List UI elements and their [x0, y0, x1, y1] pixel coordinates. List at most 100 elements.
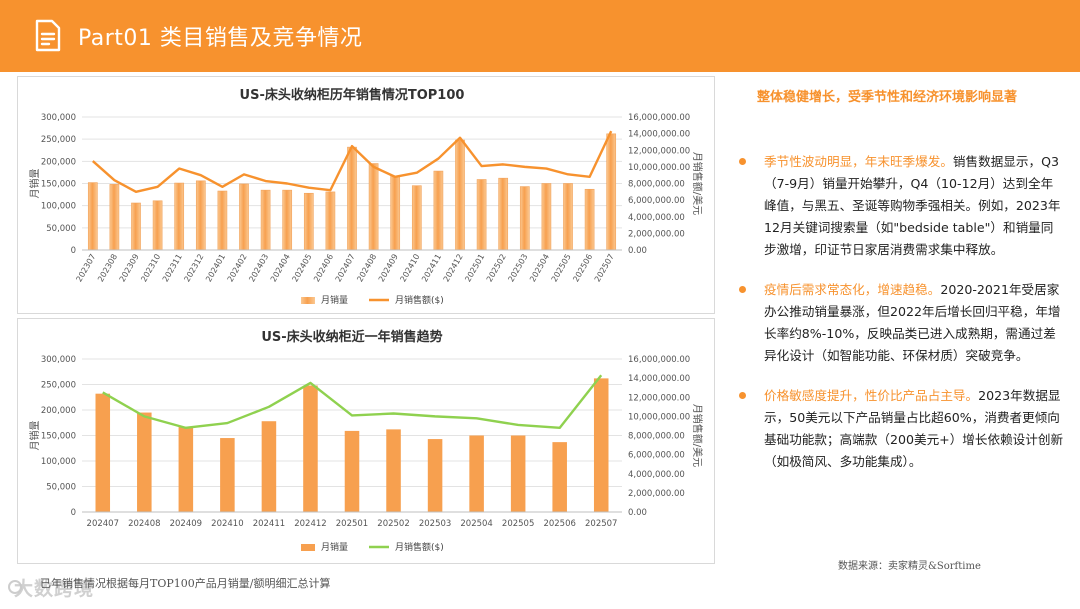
- x-tick-label: 202407: [87, 519, 119, 529]
- bar: [131, 202, 141, 251]
- x-tick-label: 202504: [528, 253, 551, 284]
- y-tick-label: 250,000: [41, 135, 76, 145]
- bar: [109, 184, 120, 251]
- bar: [541, 183, 552, 251]
- y-tick-label: 250,000: [41, 381, 76, 391]
- x-tick-label: 202309: [118, 253, 141, 284]
- y2-tick-label: 0.00: [628, 246, 647, 256]
- x-tick-label: 202406: [312, 253, 335, 284]
- x-tick-label: 202411: [420, 253, 443, 284]
- watermark-logo-icon: [8, 580, 22, 594]
- bullet-text: 销售数据显示，Q3（7-9月）销量开始攀升，Q4（10-12月）达到全年峰值，与…: [764, 154, 1061, 257]
- y2-tick-label: 6,000,000.00: [628, 451, 685, 461]
- bar: [563, 183, 573, 251]
- bar: [455, 139, 465, 251]
- footnote: 已年销售情况根据每月TOP100产品月销量/额明细汇总计算: [40, 577, 331, 590]
- y2-tick-label: 12,000,000.00: [628, 146, 690, 156]
- bullet-text: 2023年数据显示，50美元以下产品销量占比超60%，消费者更倾向基础功能款；高…: [764, 388, 1064, 469]
- bar: [174, 182, 185, 251]
- y2-axis-label: 月销售额/美元: [691, 404, 704, 467]
- bullet-highlight: 价格敏感度提升，性价比产品占主导。: [764, 388, 979, 403]
- bar: [152, 200, 163, 251]
- bar: [137, 412, 152, 512]
- chart-title: US-床头收纳柜近一年销售趋势: [261, 329, 442, 345]
- bar: [217, 190, 228, 251]
- y-tick-label: 300,000: [41, 355, 76, 365]
- x-tick-label: 202506: [543, 519, 575, 529]
- y-axis-label: 月销量: [28, 169, 41, 199]
- x-tick-label: 202401: [204, 253, 227, 284]
- x-tick-label: 202503: [506, 253, 529, 284]
- x-tick-label: 202411: [253, 519, 285, 529]
- bar: [498, 177, 509, 251]
- bar: [303, 385, 318, 512]
- x-tick-label: 202412: [442, 253, 465, 284]
- x-tick-label: 202506: [571, 253, 594, 284]
- y-tick-label: 300,000: [41, 113, 76, 123]
- y2-tick-label: 12,000,000.00: [628, 393, 690, 403]
- bar: [411, 185, 422, 251]
- bar: [347, 146, 357, 251]
- y-tick-label: 150,000: [41, 180, 76, 190]
- bullet-dot-icon: [739, 158, 746, 165]
- bar: [239, 183, 249, 251]
- bar: [469, 435, 484, 512]
- bar: [87, 182, 98, 251]
- series-line: [92, 130, 613, 194]
- analysis-panel: 整体稳健增长，受季节性和经济环境影响显著 季节性波动明显，年末旺季爆发。销售数据…: [735, 86, 1065, 491]
- bar: [433, 170, 444, 251]
- x-tick-label: 202407: [334, 253, 357, 284]
- bar: [386, 429, 401, 512]
- x-tick-label: 202505: [502, 519, 534, 529]
- x-tick-label: 202405: [290, 253, 313, 284]
- x-tick-label: 202410: [211, 519, 243, 529]
- series-line: [102, 374, 603, 430]
- x-tick-label: 202308: [96, 253, 119, 284]
- bar: [510, 435, 526, 512]
- bar: [606, 133, 617, 251]
- y2-axis-label: 月销售额/美元: [691, 152, 704, 215]
- legend-label: 月销售额($): [395, 294, 444, 306]
- legend-label: 月销量: [321, 294, 348, 306]
- x-tick-label: 202502: [485, 253, 508, 284]
- chart-title: US-床头收纳柜历年销售情况TOP100: [240, 87, 465, 103]
- x-tick-label: 202311: [161, 253, 184, 284]
- y-tick-label: 0: [71, 246, 76, 256]
- x-tick-label: 202307: [74, 253, 97, 284]
- bar: [476, 179, 487, 251]
- y2-tick-label: 16,000,000.00: [628, 113, 690, 123]
- x-tick-label: 202403: [247, 253, 270, 284]
- y2-tick-label: 16,000,000.00: [628, 355, 690, 365]
- header-bar: Part01 类目销售及竞争情况: [0, 0, 1080, 72]
- x-tick-label: 202502: [377, 519, 409, 529]
- y2-tick-label: 6,000,000.00: [628, 196, 685, 206]
- y-tick-label: 100,000: [41, 202, 76, 212]
- y-tick-label: 200,000: [41, 157, 76, 167]
- x-tick-label: 202408: [128, 519, 160, 529]
- bar: [368, 163, 379, 251]
- y2-tick-label: 14,000,000.00: [628, 374, 690, 384]
- bar: [519, 186, 530, 251]
- y2-tick-label: 2,000,000.00: [628, 229, 685, 239]
- bullet-dot-icon: [739, 392, 746, 399]
- bar: [344, 430, 360, 512]
- x-tick-label: 202507: [585, 519, 617, 529]
- y-tick-label: 150,000: [41, 432, 76, 442]
- analysis-bullet: 疫情后需求常态化，增速趋稳。2020-2021年受居家办公推动销量暴涨，但202…: [735, 279, 1065, 367]
- bar: [325, 191, 336, 251]
- x-tick-label: 202310: [139, 253, 162, 284]
- x-tick-label: 202312: [182, 253, 205, 284]
- bullet-highlight: 季节性波动明显，年末旺季爆发。: [764, 154, 953, 169]
- chart-panel-history: US-床头收纳柜历年销售情况TOP100 0 50,000 100,000 150,00…: [17, 76, 715, 314]
- x-tick-label: 202404: [269, 253, 292, 284]
- bar: [303, 192, 314, 251]
- y2-tick-label: 8,000,000.00: [628, 432, 685, 442]
- x-tick-label: 202412: [294, 519, 326, 529]
- bar: [282, 189, 293, 251]
- y-tick-label: 200,000: [41, 406, 76, 416]
- bar: [260, 189, 271, 251]
- analysis-bullet: 价格敏感度提升，性价比产品占主导。2023年数据显示，50美元以下产品销量占比超…: [735, 385, 1065, 473]
- history-sales-chart: US-床头收纳柜历年销售情况TOP100 0 50,000 100,000 150,00…: [28, 87, 704, 306]
- bullet-dot-icon: [739, 286, 746, 293]
- y-tick-label: 100,000: [41, 457, 76, 467]
